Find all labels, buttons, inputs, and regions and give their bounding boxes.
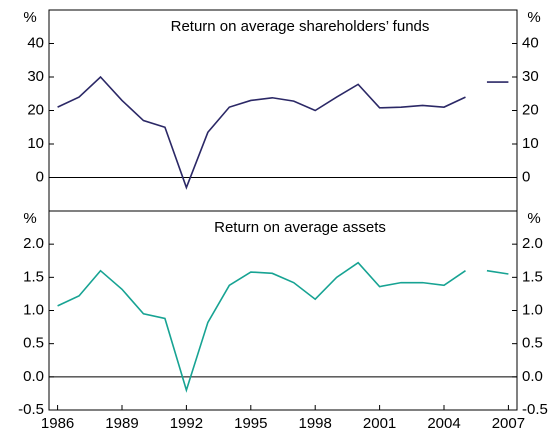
panel-title: Return on average assets xyxy=(214,219,386,236)
y-unit-left: % xyxy=(23,210,36,227)
y-tick-label: 20 xyxy=(27,101,44,118)
y-tick-label: 0.0 xyxy=(23,368,44,385)
x-tick-label: 1998 xyxy=(299,415,332,432)
y-tick-label: 30 xyxy=(27,68,44,85)
x-tick-label: 1995 xyxy=(234,415,267,432)
y-tick-label-right: 1.0 xyxy=(522,301,543,318)
y-tick-label-right: 1.5 xyxy=(522,268,543,285)
y-tick-label: -0.5 xyxy=(18,401,44,418)
y-tick-label-right: 2.0 xyxy=(522,235,543,252)
y-tick-label-right: -0.5 xyxy=(522,401,548,418)
y-tick-label-right: 0 xyxy=(522,168,530,185)
x-tick-label: 2007 xyxy=(492,415,525,432)
series-line xyxy=(57,261,466,393)
y-tick-label-right: 40 xyxy=(522,34,539,51)
x-tick-label: 2001 xyxy=(363,415,396,432)
y-tick-label: 0 xyxy=(36,168,44,185)
panel-title: Return on average shareholders’ funds xyxy=(171,18,430,35)
y-tick-label-right: 30 xyxy=(522,68,539,85)
y-unit-left: % xyxy=(23,9,36,26)
y-tick-label-right: 0.5 xyxy=(522,335,543,352)
series-line xyxy=(57,75,466,190)
y-tick-label: 1.0 xyxy=(23,301,44,318)
x-tick-label: 1986 xyxy=(41,415,74,432)
series-line xyxy=(486,269,509,275)
y-tick-label: 40 xyxy=(27,34,44,51)
x-tick-label: 1989 xyxy=(105,415,138,432)
y-unit-right: % xyxy=(527,210,540,227)
panel-frame xyxy=(48,210,518,411)
y-tick-label: 2.0 xyxy=(23,235,44,252)
y-tick-label: 10 xyxy=(27,135,44,152)
y-tick-label-right: 10 xyxy=(522,135,539,152)
x-tick-label: 2004 xyxy=(427,415,460,432)
y-tick-label: 1.5 xyxy=(23,268,44,285)
x-tick-label: 1992 xyxy=(170,415,203,432)
panel-frame xyxy=(48,9,518,212)
y-unit-right: % xyxy=(527,9,540,26)
y-tick-label: 0.5 xyxy=(23,335,44,352)
y-tick-label-right: 20 xyxy=(522,101,539,118)
y-tick-label-right: 0.0 xyxy=(522,368,543,385)
